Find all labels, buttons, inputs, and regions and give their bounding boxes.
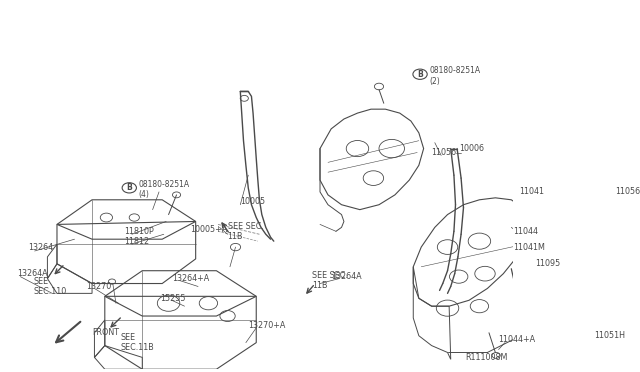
Text: 11041: 11041: [519, 187, 544, 196]
Text: 13264: 13264: [28, 243, 53, 251]
Text: 11812: 11812: [124, 237, 149, 246]
Text: R111008M: R111008M: [465, 353, 508, 362]
Text: 08180-8251A
(2): 08180-8251A (2): [429, 66, 481, 86]
Text: 08180-8251A
(4): 08180-8251A (4): [138, 180, 189, 199]
Text: 11041M: 11041M: [513, 243, 545, 251]
Text: B: B: [417, 70, 423, 79]
Text: 13264A: 13264A: [17, 269, 48, 278]
Text: 10005+A: 10005+A: [190, 225, 227, 234]
Text: 10005: 10005: [240, 197, 266, 206]
Text: 11056: 11056: [431, 148, 457, 157]
Text: 11810P: 11810P: [124, 227, 154, 236]
Text: SEE SEC.
11B: SEE SEC. 11B: [312, 271, 348, 290]
Text: 11095: 11095: [535, 259, 561, 268]
Text: 13264A: 13264A: [331, 272, 362, 281]
Text: 13264+A: 13264+A: [172, 274, 209, 283]
Text: B: B: [127, 183, 132, 192]
Text: 13270: 13270: [86, 282, 112, 291]
Text: 11051H: 11051H: [594, 331, 625, 340]
Text: SEE SEC.
11B: SEE SEC. 11B: [228, 222, 264, 241]
Text: SEE
SEC.110: SEE SEC.110: [33, 277, 67, 296]
Text: 11044+A: 11044+A: [499, 335, 536, 344]
Text: 11044: 11044: [513, 227, 538, 236]
Text: FRONT: FRONT: [92, 328, 119, 337]
Text: 10006: 10006: [459, 144, 484, 153]
Text: 15255: 15255: [161, 294, 186, 303]
Text: 11056: 11056: [615, 187, 640, 196]
Text: SEE
SEC.11B: SEE SEC.11B: [121, 333, 154, 352]
Text: 13270+A: 13270+A: [248, 321, 285, 330]
